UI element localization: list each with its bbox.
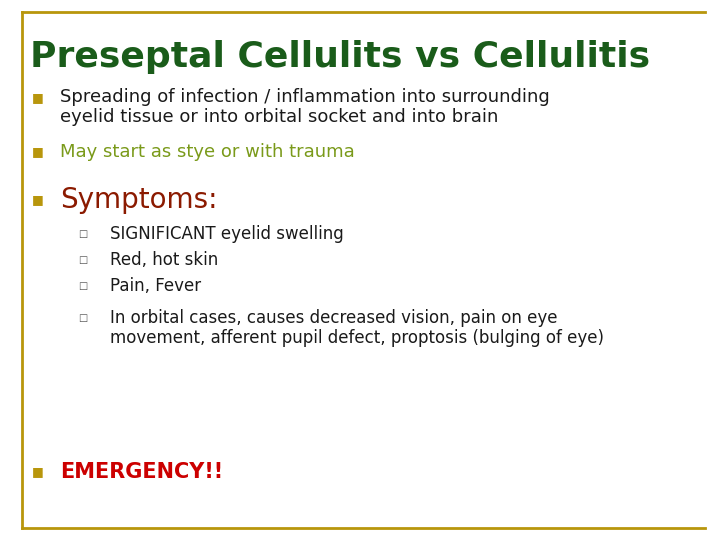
Text: eyelid tissue or into orbital socket and into brain: eyelid tissue or into orbital socket and… bbox=[60, 108, 498, 126]
Text: movement, afferent pupil defect, proptosis (bulging of eye): movement, afferent pupil defect, proptos… bbox=[110, 329, 604, 347]
Text: □: □ bbox=[78, 281, 87, 291]
Text: ■: ■ bbox=[32, 91, 44, 105]
Text: Red, hot skin: Red, hot skin bbox=[110, 251, 218, 269]
Text: SIGNIFICANT eyelid swelling: SIGNIFICANT eyelid swelling bbox=[110, 225, 343, 243]
Text: Preseptal Cellulits vs Cellulitis: Preseptal Cellulits vs Cellulitis bbox=[30, 40, 650, 74]
Text: Spreading of infection / inflammation into surrounding: Spreading of infection / inflammation in… bbox=[60, 88, 550, 106]
Text: EMERGENCY!!: EMERGENCY!! bbox=[60, 462, 223, 482]
Text: Pain, Fever: Pain, Fever bbox=[110, 277, 201, 295]
Text: □: □ bbox=[78, 313, 87, 323]
Text: Symptoms:: Symptoms: bbox=[60, 186, 217, 214]
Text: □: □ bbox=[78, 255, 87, 265]
Text: □: □ bbox=[78, 229, 87, 239]
Text: ■: ■ bbox=[32, 145, 44, 159]
Text: ■: ■ bbox=[32, 193, 44, 206]
Text: ■: ■ bbox=[32, 465, 44, 478]
Text: In orbital cases, causes decreased vision, pain on eye: In orbital cases, causes decreased visio… bbox=[110, 309, 557, 327]
Text: May start as stye or with trauma: May start as stye or with trauma bbox=[60, 143, 355, 161]
